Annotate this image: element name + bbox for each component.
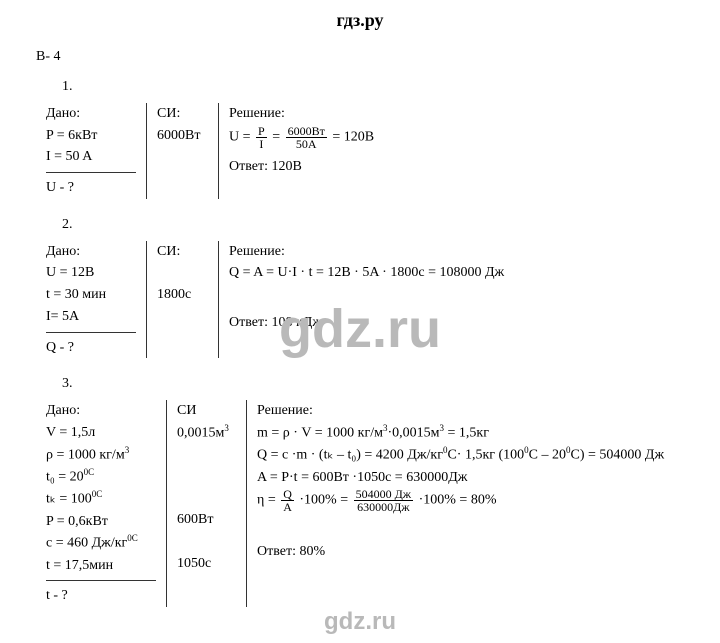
task-2: Дано: U = 12В t = 30 мин I= 5A Q - ? СИ:… [36, 241, 684, 358]
unknown-line: Q - ? [46, 337, 136, 359]
solution-line: A = P·t = 600Вт ·1050с = 630000Дж [257, 467, 674, 489]
fraction: Q A [281, 488, 294, 513]
given-col: Дано: U = 12В t = 30 мин I= 5A Q - ? [36, 241, 146, 358]
given-label: Дано: [46, 400, 156, 422]
given-line: ρ = 1000 кг/м3 [46, 444, 156, 466]
si-line: 6000Вт [157, 125, 208, 147]
task-number-2: 2. [62, 217, 684, 233]
si-line: 1800с [157, 284, 208, 306]
answer-value: 120В [271, 159, 301, 174]
solution-col: Решение: Q = A = U·I · t = 12В · 5A · 18… [218, 241, 684, 358]
given-line: t = 30 мин [46, 284, 136, 306]
unknown-line: t - ? [46, 585, 156, 607]
fraction-num: P [256, 125, 267, 138]
answer-label: Ответ: [257, 544, 296, 559]
answer-line: Ответ: 120В [229, 156, 674, 178]
given-col: Дано: P = 6кВт I = 50 A U - ? [36, 103, 146, 199]
fraction: 6000Вт 50A [286, 125, 327, 150]
variant-label: В- 4 [36, 49, 684, 65]
solution-col: Решение: m = ρ · V = 1000 кг/м3·0,0015м3… [246, 400, 684, 607]
si-line [177, 488, 236, 510]
si-line [157, 262, 208, 284]
answer-line: Ответ: 80% [257, 541, 674, 563]
spacer [229, 284, 674, 306]
fraction: P I [256, 125, 267, 150]
si-line [177, 466, 236, 488]
solution-line: Q = c ·m · (tₖ – t₀) = 4200 Дж/кг0C· 1,5… [257, 444, 674, 466]
fraction: 504000 Дж 630000Дж [354, 488, 413, 513]
solution-col: Решение: U = P I = 6000Вт 50A = 120В Отв… [218, 103, 684, 199]
task-3: Дано: V = 1,5л ρ = 1000 кг/м3 t₀ = 200C … [36, 400, 684, 607]
text: = 120В [332, 129, 374, 144]
text: = [272, 129, 283, 144]
given-line: I = 50 A [46, 146, 136, 168]
task-number-3: 3. [62, 376, 684, 392]
answer-line: Ответ: 108 кДж [229, 312, 674, 334]
solution-label: Решение: [229, 241, 674, 263]
solution-line: Q = A = U·I · t = 12В · 5A · 1800с = 108… [229, 262, 674, 284]
given-line: t₀ = 200C [46, 466, 156, 488]
answer-value: 108 кДж [271, 315, 322, 330]
si-col: СИ: 6000Вт [146, 103, 218, 199]
given-line: P = 0,6кВт [46, 511, 156, 533]
fraction-den: I [256, 138, 267, 150]
si-line: 600Вт [177, 509, 236, 531]
si-label: СИ [177, 400, 236, 422]
solution-label: Решение: [229, 103, 674, 125]
si-line [177, 531, 236, 553]
task-1: Дано: P = 6кВт I = 50 A U - ? СИ: 6000Вт… [36, 103, 684, 199]
answer-label: Ответ: [229, 159, 268, 174]
watermark-small: gdz.ru [324, 608, 396, 636]
fraction-num: 6000Вт [286, 125, 327, 138]
si-label: СИ: [157, 103, 208, 125]
given-line: c = 460 Дж/кг0C [46, 532, 156, 554]
solution-line: U = P I = 6000Вт 50A = 120В [229, 125, 674, 150]
solution-label: Решение: [257, 400, 674, 422]
answer-value: 80% [299, 544, 325, 559]
given-label: Дано: [46, 241, 136, 263]
si-label: СИ: [157, 241, 208, 263]
given-label: Дано: [46, 103, 136, 125]
given-line: t = 17,5мин [46, 555, 156, 577]
solution-line: m = ρ · V = 1000 кг/м3·0,0015м3 = 1,5кг [257, 422, 674, 444]
spacer [257, 513, 674, 535]
fraction-den: 50A [286, 138, 327, 150]
si-col: СИ: 1800с [146, 241, 218, 358]
text: U = [229, 129, 254, 144]
si-line [177, 444, 236, 466]
given-line: U = 12В [46, 262, 136, 284]
given-line: P = 6кВт [46, 125, 136, 147]
si-col: СИ 0,0015м3 600Вт 1050с [166, 400, 246, 607]
given-line: I= 5A [46, 306, 136, 328]
solution-line: η = Q A ·100% = 504000 Дж 630000Дж ·100%… [257, 488, 674, 513]
si-line: 0,0015м3 [177, 422, 236, 444]
fraction-den: A [281, 501, 294, 513]
si-line: 1050с [177, 553, 236, 575]
given-line: V = 1,5л [46, 422, 156, 444]
answer-label: Ответ: [229, 315, 268, 330]
page-title: гдз.ру [36, 10, 684, 31]
given-col: Дано: V = 1,5л ρ = 1000 кг/м3 t₀ = 200C … [36, 400, 166, 607]
fraction-den: 630000Дж [354, 501, 413, 513]
unknown-line: U - ? [46, 177, 136, 199]
task-number-1: 1. [62, 79, 684, 95]
given-line: tₖ = 1000C [46, 488, 156, 510]
